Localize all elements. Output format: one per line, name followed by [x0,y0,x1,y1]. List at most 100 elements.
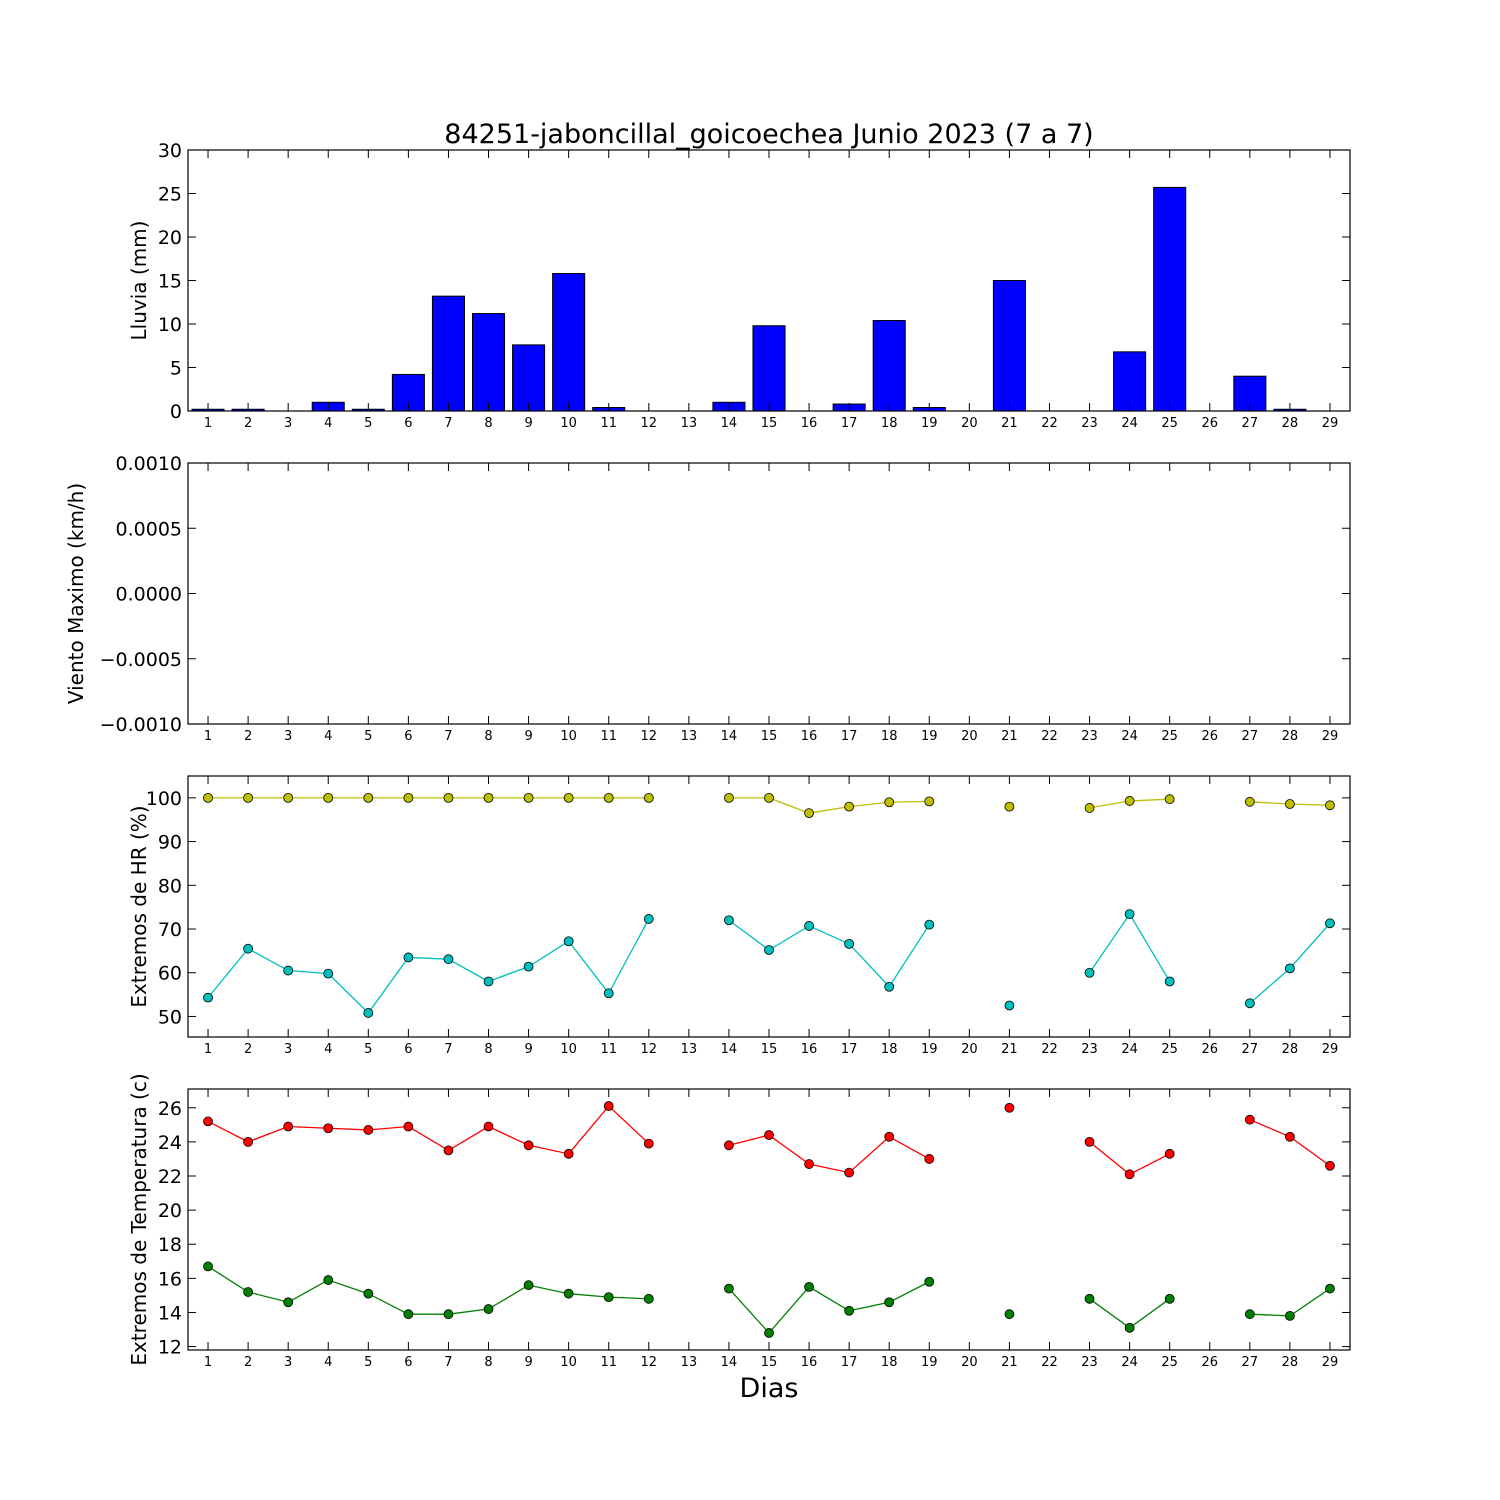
data-point [203,1261,213,1272]
data-point [804,921,814,931]
y-tick-label: 0.0000 [116,584,182,606]
x-tick-label: 27 [1242,1042,1259,1057]
y-axis-label: Lluvia (mm) [127,221,151,341]
x-tick-label: 7 [444,416,452,431]
data-point [483,1304,494,1314]
x-tick-label: 12 [641,1355,658,1370]
series-line [728,797,930,814]
series-line [207,1105,650,1155]
data-point [443,954,454,965]
data-point [1325,918,1335,929]
x-tick-label: 4 [324,416,332,431]
x-tick-label: 5 [364,1042,372,1057]
x-tick-label: 4 [324,1042,332,1057]
x-tick-label: 29 [1322,1042,1339,1057]
x-tick-label: 13 [681,416,698,431]
data-point [884,797,895,808]
x-tick-label: 29 [1322,416,1339,431]
y-tick-label: 20 [158,1200,182,1222]
y-axis-label: Extremos de HR (%) [127,805,151,1007]
data-point [603,1292,614,1303]
data-point [1244,998,1255,1009]
data-point [1004,801,1015,812]
x-tick-label: 28 [1282,1042,1299,1057]
x-tick-label: 10 [560,729,577,744]
x-tick-label: 26 [1201,1355,1218,1370]
x-tick-label: 23 [1081,729,1098,744]
y-tick-label: 30 [158,140,182,162]
data-point [483,1121,494,1132]
x-tick-label: 1 [204,729,212,744]
data-point [764,1328,774,1338]
data-point [363,1008,374,1018]
x-tick-label: 21 [1001,1042,1018,1057]
rain-bar [552,273,586,412]
x-tick-label: 7 [444,1355,452,1370]
data-point [323,792,334,803]
x-tick-label: 19 [921,1042,938,1057]
x-tick-label: 14 [721,416,738,431]
x-tick-label: 22 [1041,729,1058,744]
x-tick-label: 1 [204,1355,212,1370]
x-tick-label: 27 [1242,1355,1259,1370]
x-tick-label: 17 [841,1355,858,1370]
y-axis-label: Viento Maximo (km/h) [64,483,88,704]
x-tick-label: 8 [484,1355,492,1370]
data-point [563,1148,574,1159]
data-point [724,1140,734,1151]
x-tick-label: 11 [600,729,617,744]
y-tick-label: 100 [146,788,182,810]
data-point [1004,1000,1015,1011]
x-tick-label: 19 [921,729,938,744]
data-point [724,915,734,926]
data-point [724,1283,734,1294]
rain-bar [752,325,786,412]
x-tick-label: 18 [881,1355,898,1370]
data-point [643,914,654,924]
data-point [1325,800,1335,811]
y-tick-label: 60 [158,963,182,985]
y-tick-label: −0.0005 [100,649,182,671]
x-tick-label: 2 [244,1042,252,1057]
x-tick-label: 22 [1041,416,1058,431]
x-tick-label: 3 [284,416,292,431]
data-point [724,792,734,803]
data-point [283,965,294,976]
y-tick-label: 12 [158,1337,182,1359]
y-tick-label: 16 [158,1268,182,1290]
y-tick-label: 24 [158,1132,182,1154]
x-tick-label: 12 [641,729,658,744]
data-point [603,1101,614,1111]
y-tick-label: 80 [158,875,182,897]
data-point [1124,909,1135,920]
x-tick-label: 9 [524,729,532,744]
data-point [884,1297,895,1308]
data-point [563,936,574,947]
x-tick-label: 3 [284,1042,292,1057]
x-tick-label: 16 [801,1042,818,1057]
data-point [323,1275,334,1285]
x-tick-label: 13 [681,1355,698,1370]
data-point [764,945,774,955]
series-line [728,1281,930,1334]
y-tick-label: 0 [170,401,182,423]
data-point [243,792,254,803]
x-tick-label: 7 [444,1042,452,1057]
x-tick-label: 10 [560,1042,577,1057]
data-point [403,1121,414,1132]
data-point [203,1116,213,1127]
rain-bar [992,280,1026,412]
x-tick-label: 17 [841,729,858,744]
data-point [1164,1148,1175,1159]
x-tick-label: 28 [1282,416,1299,431]
x-tick-label: 22 [1041,1042,1058,1057]
data-point [804,1281,814,1292]
data-point [283,1297,294,1308]
data-point [563,792,574,803]
panel-background [188,463,1350,724]
x-tick-label: 24 [1121,729,1138,744]
x-tick-label: 18 [881,416,898,431]
y-tick-label: 18 [158,1234,182,1256]
